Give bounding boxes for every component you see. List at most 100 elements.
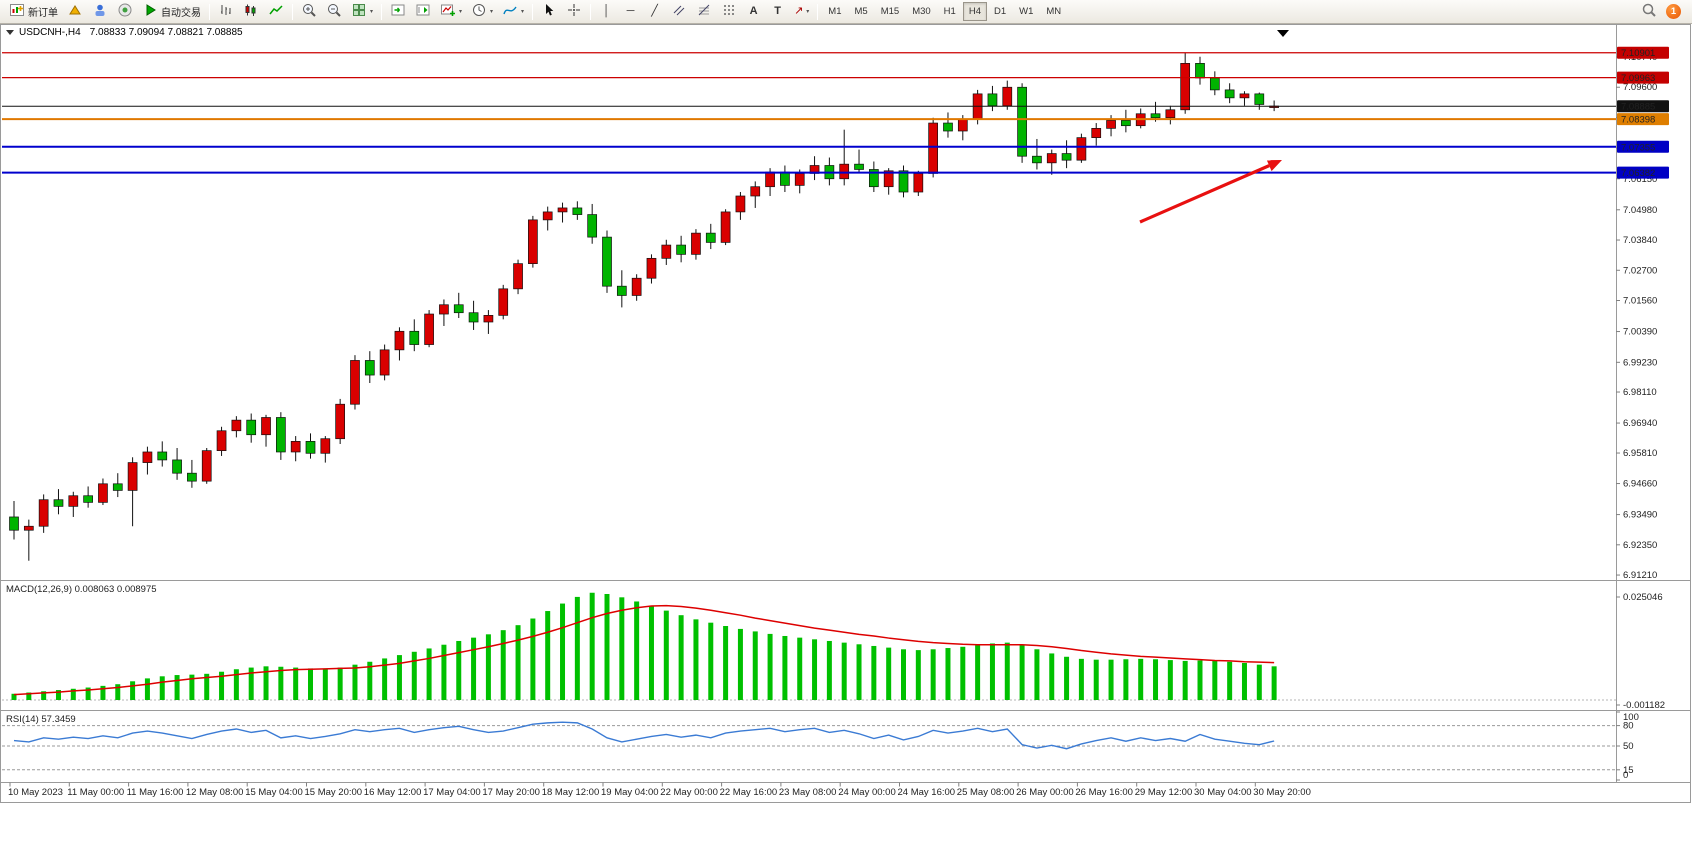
text-button[interactable]: A — [742, 1, 765, 22]
macd-histogram-bar — [115, 684, 121, 700]
horizontal-line-button[interactable]: ─ — [619, 1, 642, 22]
timeframe-button-mn[interactable]: MN — [1040, 2, 1067, 21]
time-axis-label: 22 May 16:00 — [720, 787, 778, 798]
tile-windows-button[interactable]: ▾ — [347, 1, 377, 22]
macd-histogram-bar — [1271, 666, 1277, 700]
bar-chart-icon — [218, 2, 234, 21]
channel-button[interactable] — [667, 1, 691, 22]
line-chart-button[interactable] — [264, 1, 288, 22]
chart-frame — [0, 24, 1691, 803]
trend-arrow-shaft[interactable] — [1139, 164, 1270, 224]
timeframe-button-m1[interactable]: M1 — [822, 2, 847, 21]
macd-histogram-bar — [233, 669, 239, 700]
timeframe-button-m30[interactable]: M30 — [906, 2, 936, 21]
price-line-label: 7.08885 — [1621, 102, 1655, 113]
macd-histogram-bar — [663, 610, 669, 700]
terminal-button[interactable] — [113, 1, 137, 22]
chart-canvas[interactable]: 7.107407.096007.084607.073107.061507.049… — [0, 24, 1692, 865]
candle-body — [1017, 86, 1027, 157]
macd-histogram-bar — [648, 606, 654, 700]
time-axis-label: 18 May 12:00 — [542, 787, 600, 798]
timeframe-group: M1 M5 M15 M30 H1 H4 D1 W1 MN — [822, 2, 1067, 21]
macd-histogram-bar — [426, 648, 432, 700]
candle-body — [38, 499, 49, 527]
text-label-button[interactable]: T — [766, 1, 789, 22]
candle-body — [201, 450, 212, 482]
macd-histogram-bar — [871, 645, 877, 700]
macd-histogram-bar — [500, 630, 506, 700]
candle-body — [142, 451, 153, 463]
time-axis-label: 24 May 16:00 — [898, 787, 956, 798]
arrows-button[interactable]: ↗ ▾ — [790, 1, 813, 22]
fibonacci-button[interactable] — [692, 1, 716, 22]
trend-arrow[interactable] — [1139, 160, 1282, 224]
price-axis-tick: 7.01560 — [1623, 296, 1657, 307]
chart-window[interactable]: 7.107407.096007.084607.073107.061507.049… — [0, 24, 1692, 865]
macd-histogram-bar — [634, 601, 640, 700]
toolbar-separator — [532, 3, 534, 20]
time-axis-label: 22 May 00:00 — [660, 787, 718, 798]
horizontal-line-icon: ─ — [626, 5, 635, 17]
autotrading-icon — [142, 2, 158, 21]
autotrading-button[interactable]: 自动交易 — [138, 1, 205, 22]
time-axis-label: 26 May 00:00 — [1016, 787, 1074, 798]
cand​lestick-chart-button[interactable] — [239, 1, 263, 22]
time-axis-label: 11 May 16:00 — [127, 787, 184, 798]
price-axis-tick: 6.98110 — [1623, 387, 1657, 398]
timeframe-button-h1[interactable]: H1 — [938, 2, 962, 21]
time-axis-label: 24 May 00:00 — [838, 787, 896, 798]
cursor-button[interactable] — [537, 1, 561, 22]
macd-histogram-bar — [975, 645, 981, 700]
vertical-line-button[interactable]: │ — [595, 1, 618, 22]
chart-shift-marker[interactable] — [1277, 30, 1289, 37]
macd-histogram-bar — [130, 681, 136, 700]
candle-body — [1091, 128, 1102, 138]
market-watch-button[interactable] — [63, 1, 87, 22]
terminal-icon — [117, 2, 133, 21]
macd-histogram-bar — [471, 637, 477, 700]
macd-histogram-bar — [263, 666, 269, 700]
search-button[interactable] — [1637, 1, 1661, 22]
shapes-icon — [721, 2, 737, 21]
zoom-in-button[interactable] — [297, 1, 321, 22]
timeframe-button-d1[interactable]: D1 — [988, 2, 1012, 21]
macd-histogram-bar — [604, 593, 610, 700]
timeframe-button-m5[interactable]: M5 — [849, 2, 874, 21]
new-chart-button[interactable]: ▾ — [436, 1, 466, 22]
candle-body — [187, 472, 197, 482]
candle-body — [1121, 120, 1131, 127]
notification-badge[interactable]: 1 — [1666, 4, 1681, 19]
period-button[interactable]: ▾ — [467, 1, 497, 22]
new-chart-icon — [440, 2, 456, 21]
timeframe-button-w1[interactable]: W1 — [1013, 2, 1039, 21]
rsi-label: RSI(14) 57.3459 — [6, 714, 76, 725]
trendline-button[interactable]: ╱ — [643, 1, 666, 22]
candle-body — [928, 122, 939, 174]
indicators-button[interactable]: ▾ — [498, 1, 528, 22]
auto-scroll-button[interactable] — [386, 1, 410, 22]
macd-histogram-bar — [174, 675, 180, 700]
candle-body — [646, 257, 657, 279]
macd-histogram-bar — [515, 625, 521, 700]
timeframe-button-h4[interactable]: H4 — [962, 2, 987, 21]
zoom-out-button[interactable] — [322, 1, 346, 22]
time-axis-label: 30 May 20:00 — [1253, 787, 1311, 798]
candle-body — [513, 263, 523, 290]
candle-body — [602, 236, 612, 287]
timeframe-button-m15[interactable]: M15 — [875, 2, 905, 21]
crosshair-button[interactable] — [562, 1, 586, 22]
shapes-button[interactable] — [717, 1, 741, 22]
chart-shift-button[interactable] — [411, 1, 435, 22]
candle-body — [631, 277, 642, 296]
chart-collapse-icon[interactable] — [6, 30, 14, 35]
candle-body — [453, 304, 464, 314]
candle-body — [53, 499, 64, 507]
macd-histogram-bar — [1212, 660, 1218, 700]
trend-arrow-head[interactable] — [1266, 160, 1282, 172]
new-order-button[interactable]: 新订单 — [5, 1, 62, 22]
time-axis-label: 30 May 04:00 — [1194, 787, 1252, 798]
rsi-axis-label: 0 — [1623, 770, 1628, 781]
bar-chart-button[interactable] — [214, 1, 238, 22]
navigator-button[interactable] — [88, 1, 112, 22]
